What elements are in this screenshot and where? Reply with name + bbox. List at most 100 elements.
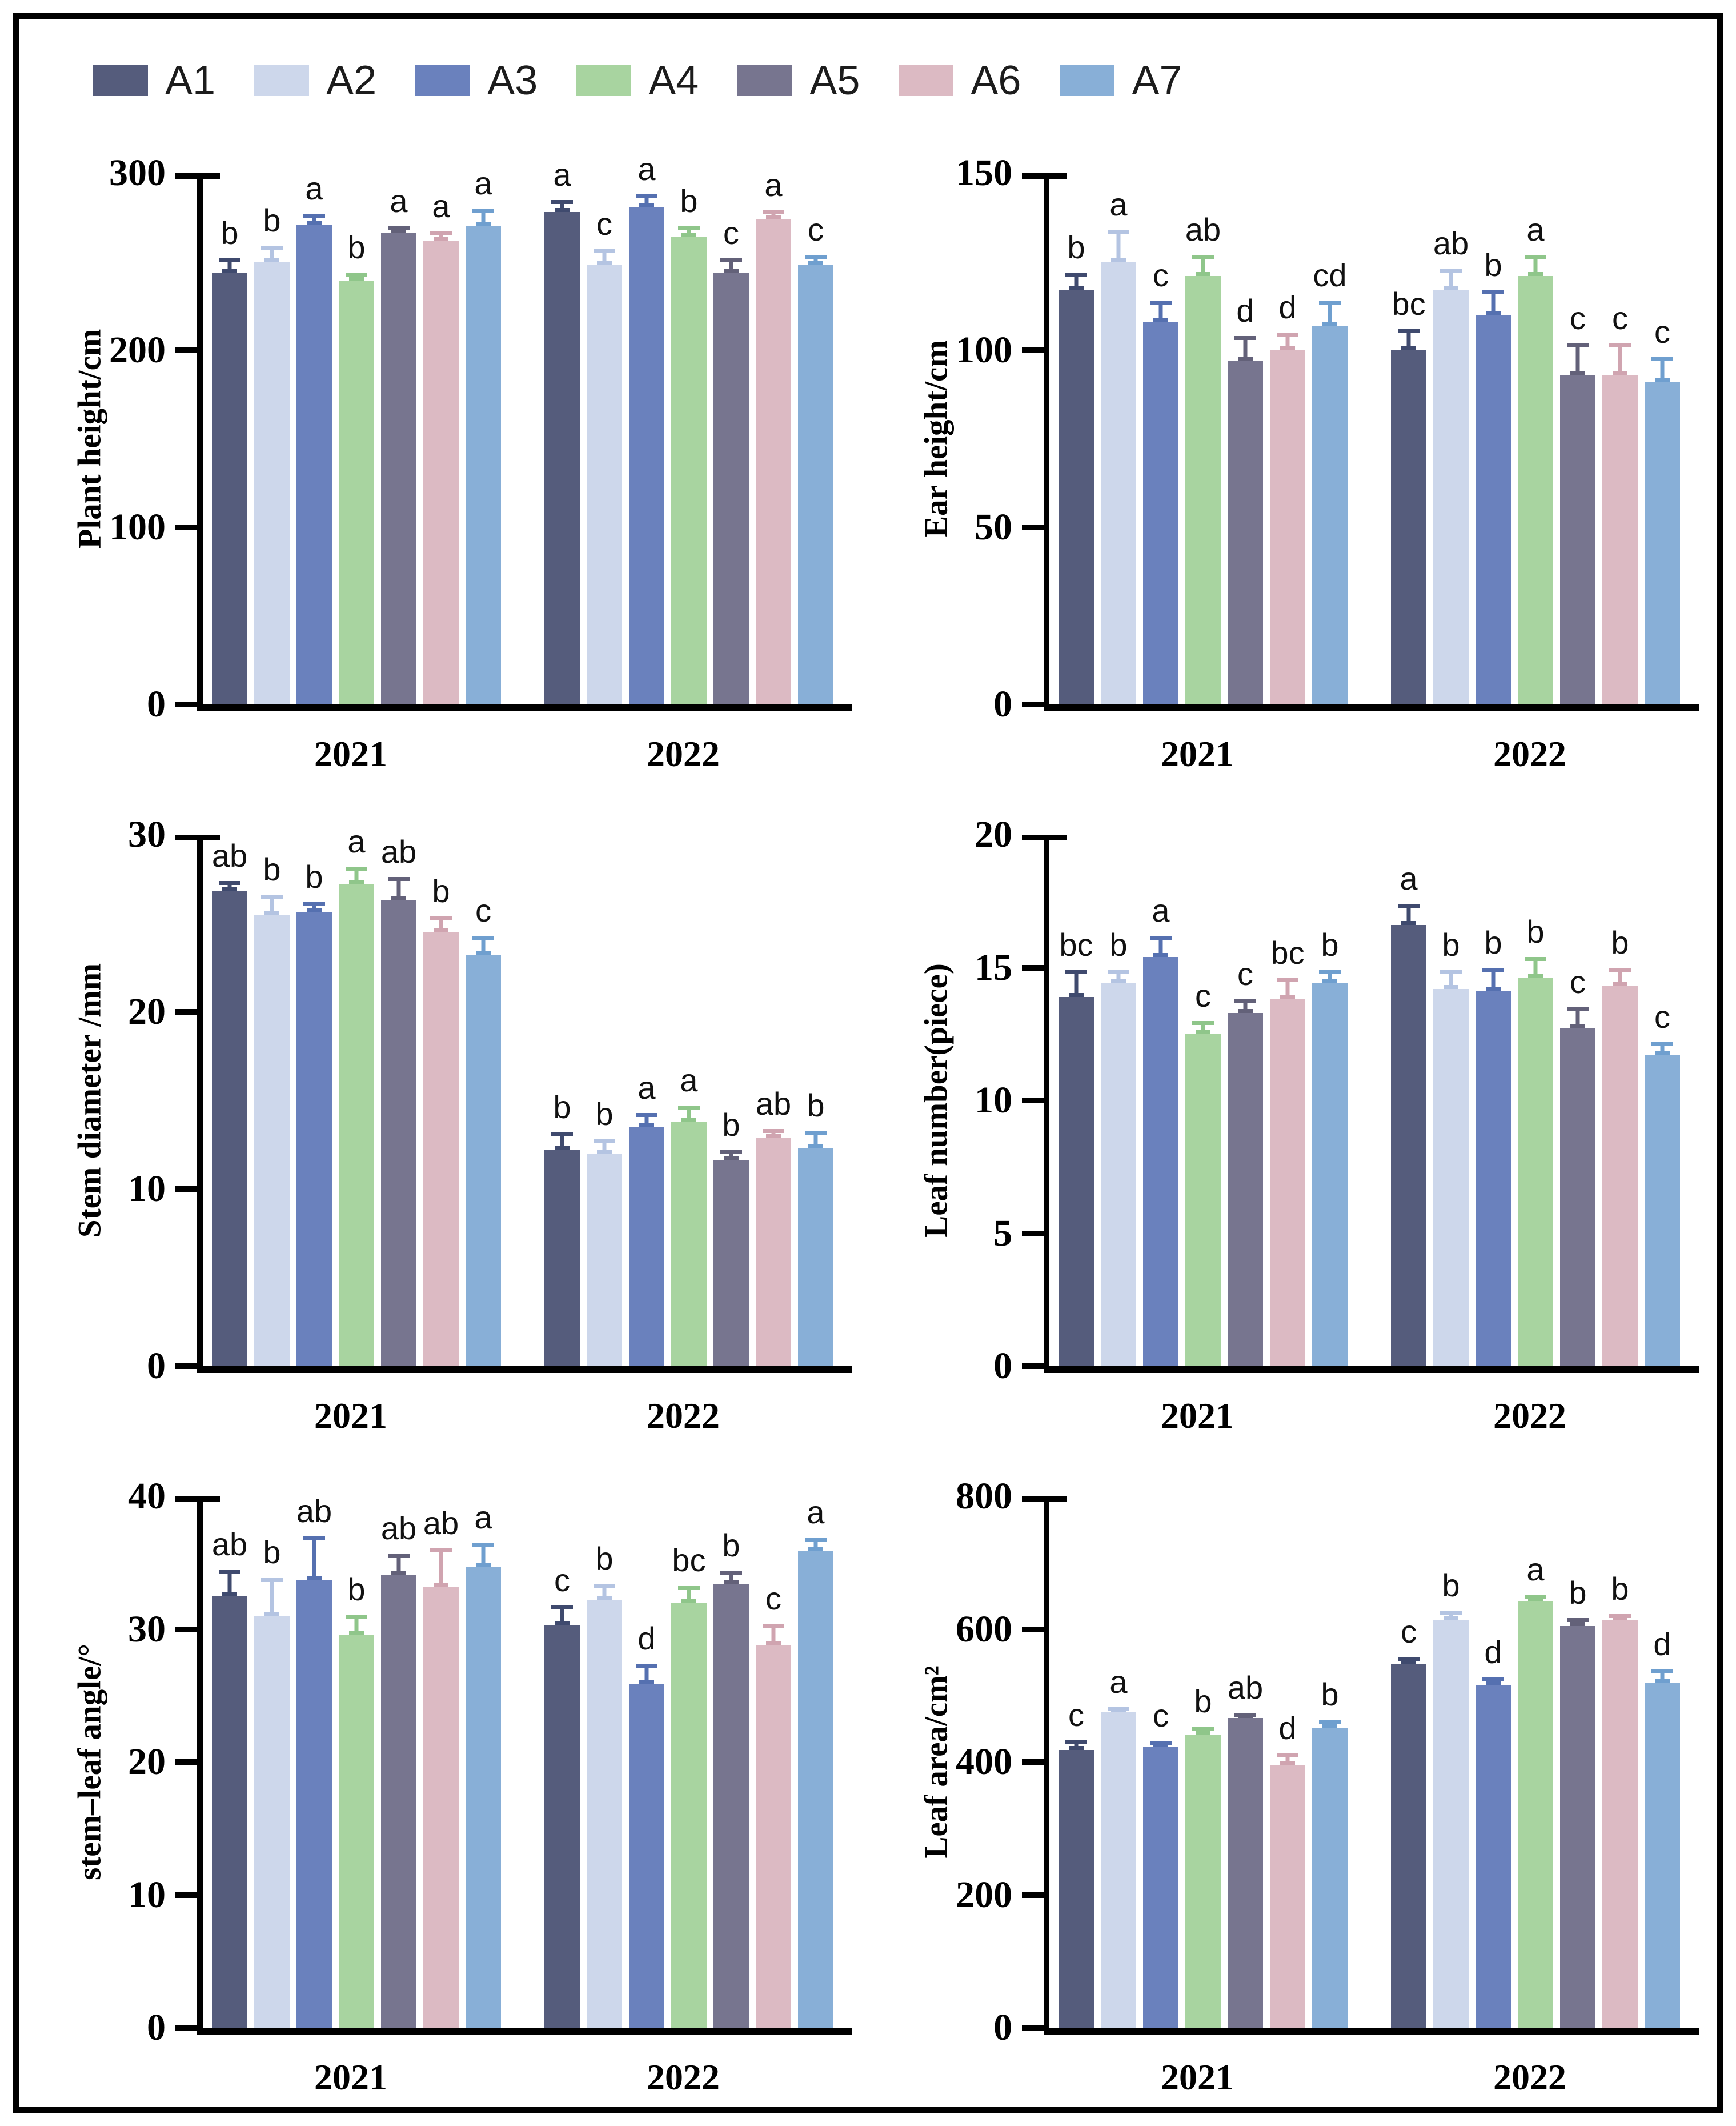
error-bar (551, 1605, 573, 1625)
significance-letter: b (1109, 927, 1128, 963)
error-bar (303, 1536, 325, 1580)
error-bar-cap (303, 902, 325, 906)
y-tick-label: 0 (993, 2007, 1012, 2048)
error-bar-base-cap (1111, 1708, 1126, 1712)
error-bar-cap (1319, 1719, 1341, 1724)
error-bar-base-cap (681, 1118, 696, 1122)
error-bar-base-cap (1401, 1659, 1416, 1664)
error-bar-base-cap (349, 880, 364, 884)
error-bar-stem (1449, 970, 1453, 989)
error-bar (1192, 254, 1214, 276)
error-bar-cap (1482, 967, 1504, 972)
y-tick-mark (175, 1759, 197, 1765)
error-bar (1398, 329, 1420, 350)
error-bar-stem (1449, 1610, 1453, 1621)
error-bar-base-cap (1196, 1030, 1210, 1034)
error-bar (1609, 343, 1631, 375)
bar-a2-2022 (587, 265, 622, 704)
error-bar-cap (1150, 935, 1172, 940)
error-bar (219, 1569, 240, 1596)
error-bar-cap (1277, 978, 1298, 983)
error-bar (1150, 935, 1172, 957)
error-bar (636, 194, 657, 207)
error-bar-base-cap (434, 1583, 448, 1587)
error-bar (1440, 970, 1462, 989)
y-tick-mark (1022, 347, 1044, 353)
error-bar-base-cap (349, 1630, 364, 1635)
error-bar-cap (551, 1605, 573, 1609)
y-tick-label: 200 (956, 1873, 1012, 1916)
bar-a6-2022 (756, 1645, 791, 2028)
y-tick-label: 10 (975, 1079, 1012, 1121)
error-bar-cap (219, 258, 240, 262)
significance-letter: a (1152, 892, 1170, 928)
error-bar (594, 249, 615, 266)
chart-panel-3: Stem diameter /mm 0 10 20 30 ab b b b b a a a ab b b ab c… (26, 800, 872, 1462)
y-tick-label: 20 (975, 814, 1012, 855)
error-bar-cap (1609, 343, 1631, 347)
bar-a1-2021 (212, 272, 247, 704)
significance-letter: c (1153, 257, 1169, 294)
error-bar (551, 1132, 573, 1150)
significance-letter: b (807, 1087, 825, 1123)
error-bar-stem (1201, 254, 1205, 276)
significance-letter: b (1526, 913, 1545, 950)
y-axis-top-cap (197, 835, 220, 840)
significance-letter: c (723, 214, 739, 251)
error-bar (219, 258, 240, 273)
y-tick-label: 150 (956, 152, 1012, 194)
error-bar-stem (1158, 935, 1163, 957)
error-bar-stem (354, 272, 359, 282)
bar-a4-2021 (339, 884, 374, 1366)
plot-area: 0 10 20 30 ab b b b b a a a ab b b ab c b (128, 815, 852, 1386)
bar-a5-2021 (1228, 361, 1263, 704)
error-bar-stem (396, 877, 401, 900)
error-bar (1150, 301, 1172, 322)
error-bar-base-cap (1528, 1597, 1543, 1601)
error-bar (636, 1112, 657, 1127)
error-bar-cap (472, 935, 494, 940)
bar-a3-2021 (1143, 1747, 1178, 2028)
bar-a5-2022 (713, 1160, 749, 1366)
error-bar-base-cap (1153, 952, 1168, 957)
error-bar-base-cap (222, 268, 237, 273)
significance-letter: b (680, 183, 698, 219)
error-bar-cap (805, 254, 827, 259)
y-tick-mark (1022, 1230, 1044, 1236)
y-tick-label: 15 (975, 946, 1012, 988)
error-bar-stem (729, 1571, 733, 1584)
error-bar-cap (763, 210, 784, 215)
error-bar (472, 1543, 494, 1567)
error-bar (303, 214, 325, 225)
error-bar (1609, 967, 1631, 987)
significance-letter: c (1401, 1613, 1417, 1650)
error-bar (219, 880, 240, 892)
error-bar (805, 254, 827, 266)
y-tick-mark (1022, 1363, 1044, 1369)
significance-letter: b (347, 1571, 366, 1607)
error-bar-cap (388, 226, 410, 231)
error-bar-base-cap (597, 261, 612, 266)
error-bar-base-cap (391, 896, 406, 900)
error-bar-base-cap (1486, 311, 1501, 315)
error-bar-cap (1150, 1740, 1172, 1745)
error-bar-cap (763, 1624, 784, 1628)
significance-letter: c (1570, 964, 1586, 1000)
plot-area: 0 5 10 15 20 bc a b b a b c b c c bc b b c (975, 815, 1699, 1386)
error-bar (1482, 967, 1504, 992)
bar-a2-2021 (254, 262, 290, 704)
error-bar-base-cap (555, 1146, 570, 1150)
significance-letter: ab (755, 1085, 792, 1122)
error-bar (720, 258, 742, 273)
significance-letter: c (808, 211, 824, 247)
significance-letter: cd (1313, 257, 1347, 294)
error-bar-cap (594, 1139, 615, 1144)
bar-a7-2022 (798, 1148, 833, 1366)
bar-a5-2021 (1228, 1718, 1263, 2028)
significance-letter: d (1653, 1626, 1671, 1663)
legend-swatch-icon (1060, 65, 1115, 96)
error-bar (346, 1614, 367, 1635)
error-bar-cap (1567, 343, 1589, 347)
error-bar-stem (602, 1584, 607, 1600)
error-bar-stem (439, 231, 443, 241)
